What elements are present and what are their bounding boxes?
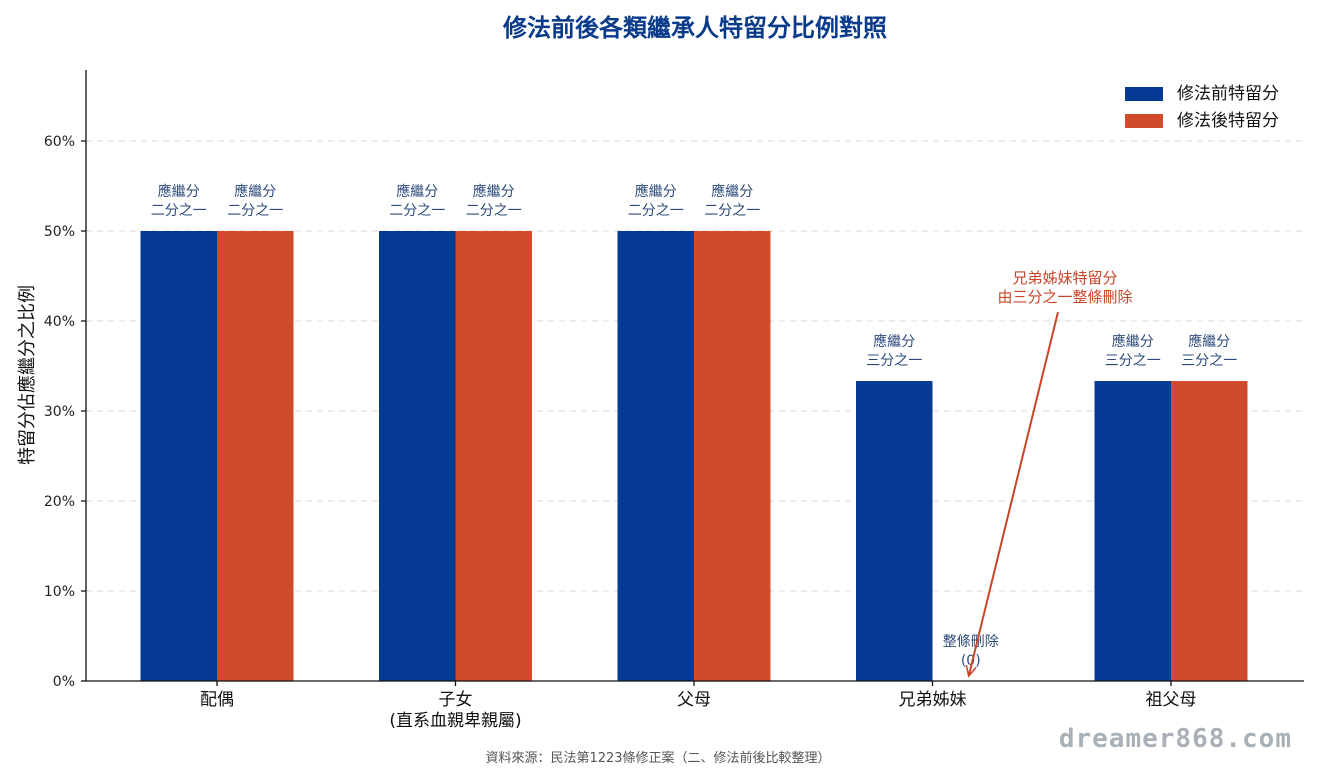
bar-data-label-line: 整條刪除: [943, 634, 999, 650]
x-category-label: 兄弟姊妹: [899, 690, 967, 710]
x-category-label-line: 兄弟姊妹: [899, 690, 967, 710]
bar: [856, 381, 933, 681]
bar: [694, 231, 771, 681]
bar: [140, 231, 217, 681]
bar-data-label: 應繼分二分之一: [704, 183, 760, 219]
bar-data-label-line: 應繼分: [158, 183, 200, 200]
x-category-label: 父母: [677, 690, 711, 710]
annotation-layer: 兄弟姊妹特留分由三分之一整條刪除: [965, 269, 1133, 678]
watermark: dreamer868.com: [1059, 724, 1292, 754]
bar-data-label: 應繼分二分之一: [227, 183, 283, 219]
bar-data-label-line: 二分之一: [628, 203, 684, 219]
bar-data-label-line: (0): [961, 653, 981, 669]
x-category-label-line: 父母: [677, 690, 711, 710]
bar: [1171, 381, 1248, 681]
x-category-label: 子女(直系血親卑親屬): [389, 690, 521, 731]
y-tick-label: 20%: [44, 494, 75, 510]
bar-data-label-line: 應繼分: [1188, 333, 1230, 350]
bar-data-label: 應繼分三分之一: [1105, 333, 1161, 369]
x-category-label: 祖父母: [1146, 690, 1197, 710]
bar-data-label-line: 應繼分: [711, 183, 753, 200]
bar-data-label-line: 應繼分: [1112, 333, 1154, 350]
bar-data-label-line: 應繼分: [473, 183, 515, 200]
annotation-arrow: [967, 311, 1059, 677]
bar-data-label: 應繼分二分之一: [466, 183, 522, 219]
y-tick-label: 40%: [44, 314, 75, 330]
bar-data-label: 應繼分二分之一: [628, 183, 684, 219]
bar-data-label-line: 二分之一: [704, 203, 760, 219]
bar: [617, 231, 694, 681]
y-tick-label: 50%: [44, 224, 75, 240]
axis-layer: 0% 10% 20% 30% 40% 50% 60% 配偶 子女(直系血親卑親屬) 父母 兄弟姊妹 祖…: [44, 70, 1304, 731]
bar-data-label-line: 三分之一: [1105, 353, 1161, 369]
legend-label: 修法後特留分: [1177, 111, 1279, 131]
y-tick-label: 10%: [44, 584, 75, 600]
labels-layer: 應繼分二分之一應繼分二分之一應繼分二分之一應繼分二分之一應繼分二分之一應繼分二分…: [151, 183, 1238, 669]
bar-data-label-line: 應繼分: [873, 333, 915, 350]
bar-data-label-line: 應繼分: [234, 183, 276, 200]
annotation-text-line: 兄弟姊妹特留分: [1012, 269, 1117, 287]
bar-data-label-line: 應繼分: [396, 183, 438, 200]
bar-data-label: 應繼分二分之一: [389, 183, 445, 219]
bar-data-label: 應繼分三分之一: [866, 333, 922, 369]
chart-title: 修法前後各類繼承人特留分比例對照: [502, 14, 887, 42]
x-category-label-line: 祖父母: [1146, 690, 1197, 710]
bar-data-label: 整條刪除 (0): [943, 634, 999, 669]
y-axis-label: 特留分佔應繼分之比例: [16, 285, 38, 465]
legend-swatch: [1125, 87, 1163, 101]
bar: [217, 231, 294, 681]
bar: [379, 231, 456, 681]
y-tick-label: 30%: [44, 404, 75, 420]
y-tick-label: 0%: [53, 674, 75, 690]
bar-data-label-line: 二分之一: [389, 203, 445, 219]
annotation-arrowhead: [965, 664, 977, 678]
bar: [455, 231, 532, 681]
bars-layer: [140, 231, 1248, 681]
legend-label: 修法前特留分: [1177, 84, 1279, 104]
legend-swatch: [1125, 114, 1163, 128]
bar-data-label-line: 二分之一: [227, 203, 283, 219]
bar-data-label-line: 應繼分: [635, 183, 677, 200]
x-category-label: 配偶: [200, 690, 234, 710]
bar-data-label: 應繼分三分之一: [1181, 333, 1237, 369]
x-category-label-line: 配偶: [200, 690, 234, 710]
y-tick-label: 60%: [44, 134, 75, 150]
annotation-text-line: 由三分之一整條刪除: [997, 288, 1132, 306]
bar-data-label-line: 三分之一: [1181, 353, 1237, 369]
bar-data-label-line: 三分之一: [866, 353, 922, 369]
annotation-text: 兄弟姊妹特留分由三分之一整條刪除: [997, 269, 1132, 306]
source-note: 資料來源：民法第1223條修正案（二、修法前後比較整理）: [485, 750, 830, 766]
x-category-label-line: 子女: [439, 690, 473, 710]
bar-data-label-line: 二分之一: [151, 203, 207, 219]
x-category-label-line: (直系血親卑親屬): [389, 711, 521, 731]
bar-data-label: 應繼分二分之一: [151, 183, 207, 219]
bar: [1094, 381, 1171, 681]
bar-data-label-line: 二分之一: [466, 203, 522, 219]
